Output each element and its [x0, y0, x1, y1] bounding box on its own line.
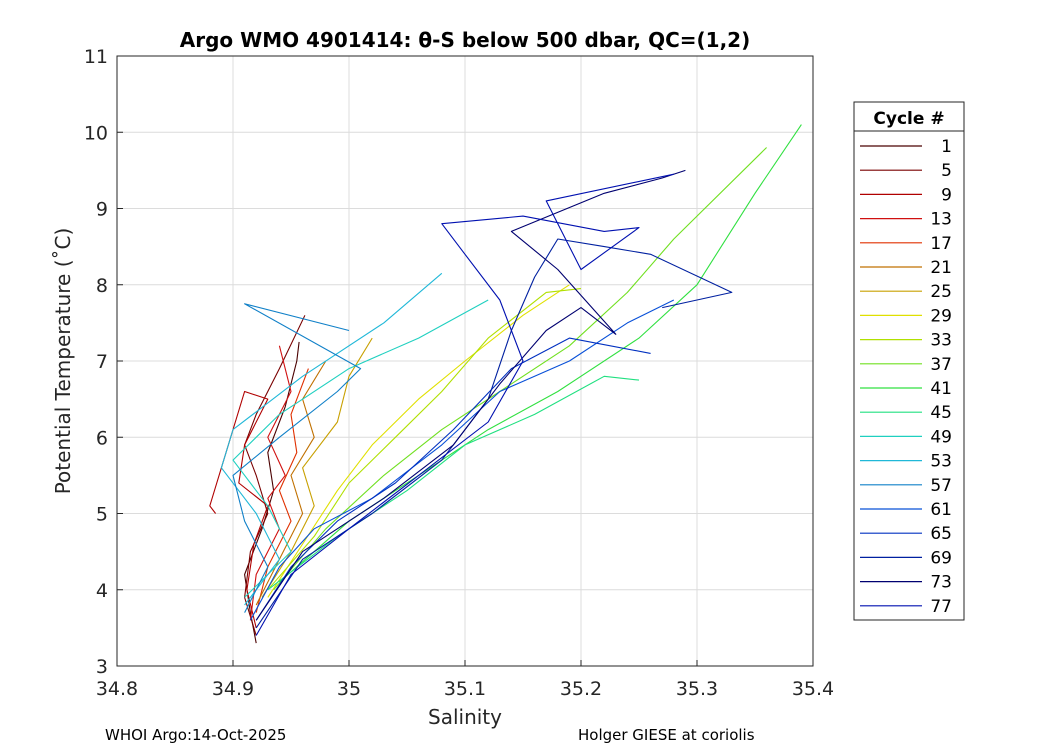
- x-tick-label: 35.2: [560, 678, 602, 700]
- legend-label-65: 65: [930, 524, 952, 544]
- legend-label-25: 25: [930, 282, 952, 302]
- legend-label-49: 49: [930, 427, 952, 447]
- series-line-cycle-33: [267, 288, 582, 591]
- legend-label-45: 45: [930, 403, 952, 423]
- series-layer: [209, 124, 802, 644]
- legend-label-9: 9: [941, 185, 952, 205]
- x-tick-label: 35.3: [676, 678, 718, 700]
- y-tick-label: 10: [84, 122, 108, 144]
- tick-layer: 34.8 34.9 35 35.1 35.2 35.3 35.4 3 4 5 6 7 8 9 10 11: [84, 46, 834, 700]
- series-line-cycle-37: [273, 147, 767, 591]
- legend-title: Cycle #: [873, 109, 944, 129]
- x-tick-label: 35.1: [444, 678, 486, 700]
- footer-right: Holger GIESE at coriolis: [578, 726, 755, 744]
- series-line-cycle-5: [244, 315, 306, 636]
- legend-label-61: 61: [930, 500, 952, 520]
- y-tick-label: 5: [96, 504, 108, 526]
- legend-label-37: 37: [930, 355, 952, 375]
- footer-left: WHOI Argo:14-Oct-2025: [105, 726, 287, 744]
- series-line-cycle-65: [255, 337, 651, 621]
- y-tick-label: 11: [84, 46, 108, 68]
- legend-label-69: 69: [930, 548, 952, 568]
- legend-label-13: 13: [930, 210, 952, 230]
- series-line-cycle-49: [232, 299, 489, 598]
- series-line-cycle-61: [249, 299, 675, 621]
- x-tick-label: 35.4: [792, 678, 834, 700]
- legend: Cycle # 1 5 9 13 17 21 25 29 33 37 41 45 49 53 57 61 65 6…: [853, 101, 965, 621]
- legend-entries: 1 5 9 13 17 21 25 29 33 37 41 45 49 53 57 61 65 69 73 77: [860, 137, 952, 617]
- y-tick-label: 6: [96, 427, 108, 449]
- legend-label-53: 53: [930, 452, 952, 472]
- series-line-cycle-45: [267, 375, 640, 591]
- series-line-cycle-73: [255, 169, 686, 621]
- series-line-cycle-57: [232, 303, 362, 613]
- legend-label-17: 17: [930, 234, 952, 254]
- x-tick-label: 34.9: [212, 678, 254, 700]
- series-line-cycle-13: [249, 345, 292, 621]
- legend-label-73: 73: [930, 573, 952, 593]
- legend-label-33: 33: [930, 331, 952, 351]
- series-line-cycle-9: [209, 390, 269, 629]
- y-tick-label: 9: [96, 199, 108, 221]
- x-tick-label: 35: [337, 678, 361, 700]
- legend-label-41: 41: [930, 379, 952, 399]
- legend-label-1: 1: [941, 137, 952, 157]
- series-line-cycle-29: [267, 284, 570, 598]
- series-line-cycle-69: [255, 238, 733, 629]
- legend-label-77: 77: [930, 597, 952, 617]
- series-line-cycle-53: [220, 272, 443, 606]
- y-tick-label: 3: [96, 656, 108, 678]
- x-axis-label: Salinity: [428, 705, 502, 729]
- chart-title: Argo WMO 4901414: θ-S below 500 dbar, QC…: [180, 28, 750, 52]
- series-line-cycle-77: [255, 173, 674, 636]
- y-tick-label: 8: [96, 275, 108, 297]
- legend-label-21: 21: [930, 258, 952, 278]
- legend-label-5: 5: [941, 161, 952, 181]
- x-tick-label: 34.8: [96, 678, 138, 700]
- y-tick-label: 4: [96, 580, 108, 602]
- legend-label-57: 57: [930, 476, 952, 496]
- y-tick-label: 7: [96, 351, 108, 373]
- legend-label-29: 29: [930, 306, 952, 326]
- y-axis-label: Potential Temperature (˚C): [51, 228, 75, 495]
